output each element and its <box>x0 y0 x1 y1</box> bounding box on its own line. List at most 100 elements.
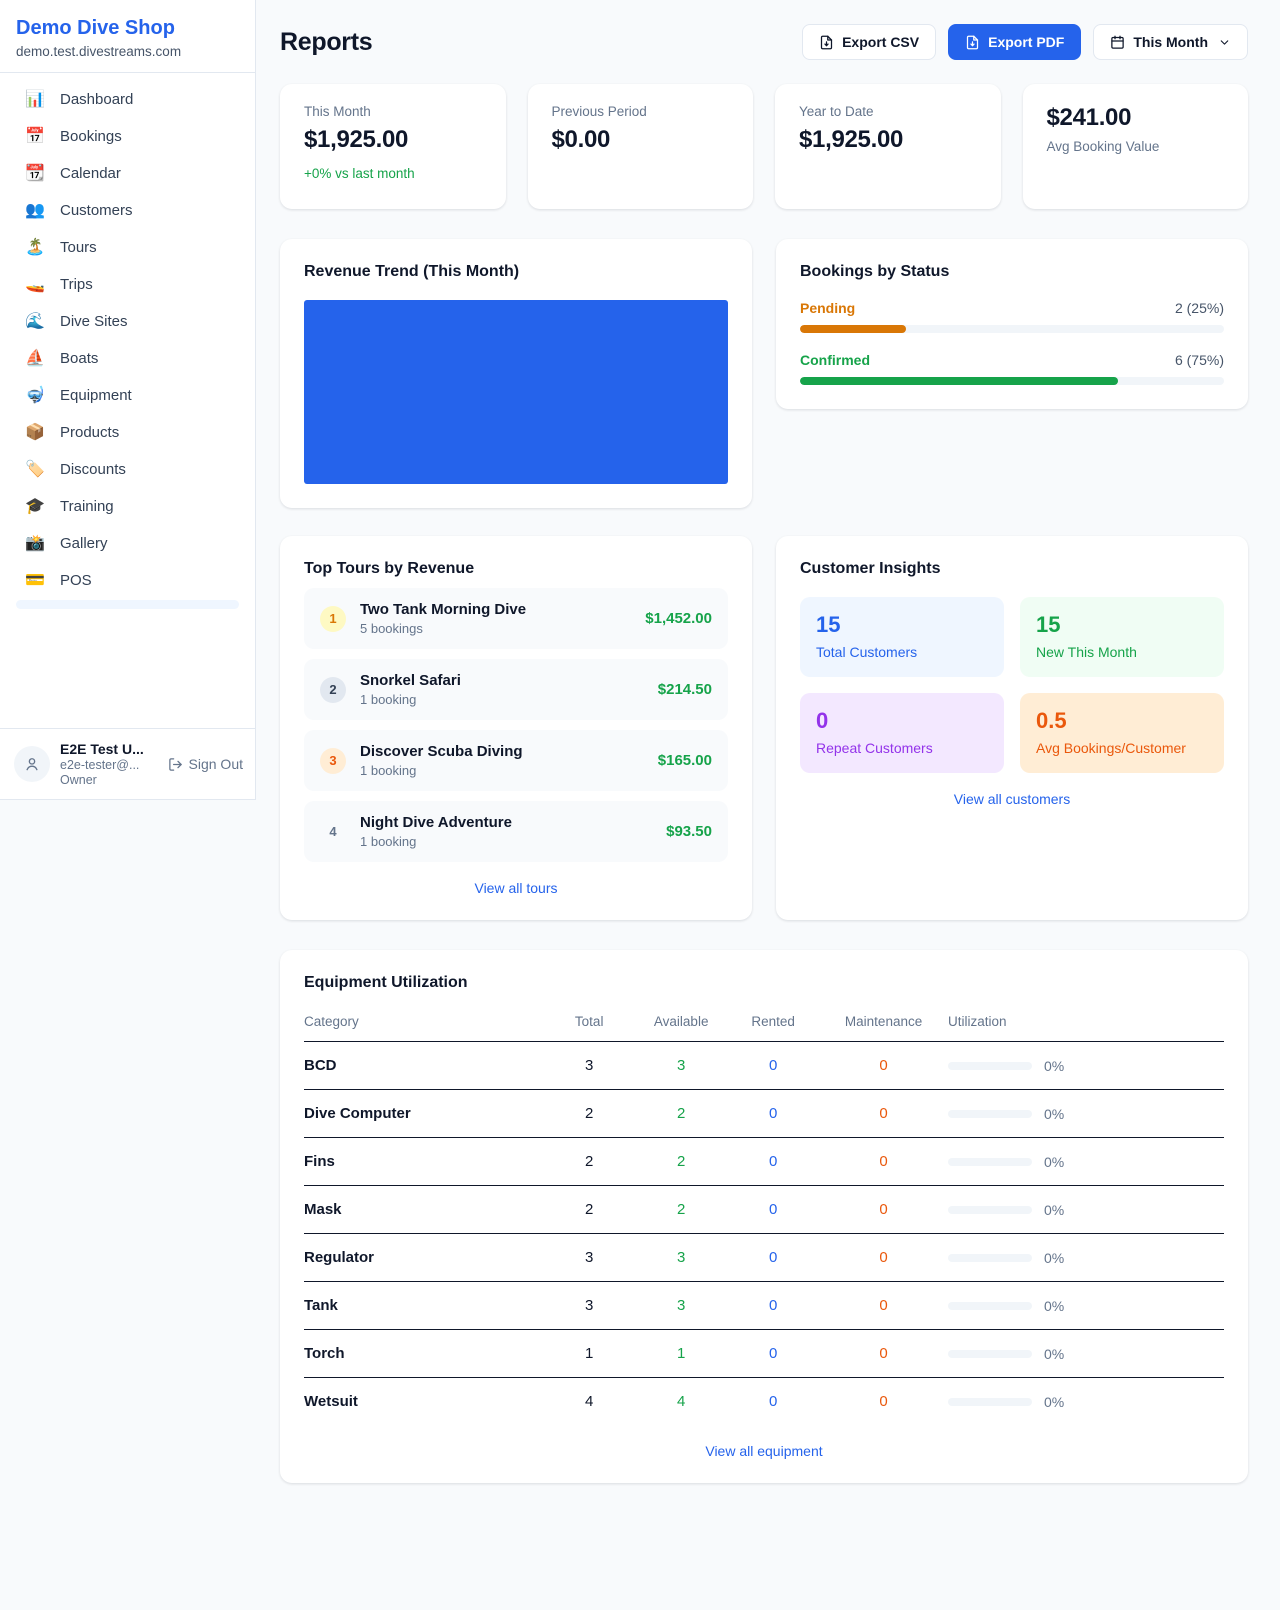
rank-badge: 4 <box>329 824 337 839</box>
sidebar-item-products[interactable]: 📦 Products <box>8 414 247 451</box>
stat-value: $0.00 <box>551 126 611 153</box>
tours-icon: 🏝️ <box>25 238 45 256</box>
stat-card-year-to-date: Year to Date $1,925.00 <box>775 84 1001 209</box>
view-all-customers-link[interactable]: View all customers <box>800 791 1224 807</box>
cell-available: 3 <box>635 1233 728 1282</box>
sidebar-item-training[interactable]: 🎓 Training <box>8 488 247 525</box>
rank-badge: 2 <box>320 676 346 703</box>
tour-list-item: 2 Snorkel Safari 1 booking $214.50 <box>304 659 728 720</box>
sidebar-item-pos[interactable]: 💳 POS <box>8 562 247 599</box>
insight-tiles: 15 Total Customers 15 New This Month 0 R… <box>800 597 1224 773</box>
cell-total: 2 <box>543 1137 636 1186</box>
gallery-icon: 📸 <box>25 534 45 552</box>
equipment-utilization-card: Equipment Utilization Category Total Ava… <box>280 950 1248 1483</box>
tile-value: 0 <box>816 708 829 733</box>
sidebar-item-label: Trips <box>60 276 93 293</box>
column-header-maintenance: Maintenance <box>819 1006 948 1042</box>
tour-name: Night Dive Adventure <box>360 814 512 831</box>
sidebar-item-label: Bookings <box>60 128 122 145</box>
utilization-bar <box>947 1301 1032 1310</box>
stat-cards: This Month $1,925.00 +0% vs last month P… <box>280 84 1248 209</box>
stat-label: Previous Period <box>551 104 647 119</box>
cell-total: 1 <box>543 1329 636 1378</box>
sidebar-user-footer: E2E Test U... e2e-tester@... Owner Sign … <box>0 728 255 799</box>
table-row: BCD 3 3 0 0 0% <box>304 1041 1224 1090</box>
cell-available: 3 <box>635 1281 728 1330</box>
tour-revenue: $93.50 <box>666 823 712 840</box>
table-row: Dive Computer 2 2 0 0 0% <box>304 1089 1224 1138</box>
sidebar-item-customers[interactable]: 👥 Customers <box>8 192 247 229</box>
export-csv-button[interactable]: Export CSV <box>802 24 937 60</box>
file-download-icon <box>966 35 979 49</box>
sidebar-item-label: Dashboard <box>60 91 134 108</box>
page-header: Reports Export CSV Export PDF This Month <box>280 24 1248 60</box>
sign-out-button[interactable]: Sign Out <box>168 756 243 772</box>
stat-delta: +0% vs last month <box>304 166 415 181</box>
sidebar-nav: 📊 Dashboard 📅 Bookings 📆 Calendar 👥 Cust… <box>0 73 255 728</box>
table-row: Regulator 3 3 0 0 0% <box>304 1233 1224 1282</box>
utilization-cell: 0% <box>947 1154 1224 1170</box>
utilization-value: 0% <box>1043 1105 1065 1122</box>
view-all-equipment-link[interactable]: View all equipment <box>304 1443 1224 1459</box>
tile-avg-bookings-customer: 0.5 Avg Bookings/Customer <box>1020 693 1224 773</box>
shop-name: Demo Dive Shop <box>16 17 175 39</box>
sidebar-item-trips[interactable]: 🚤 Trips <box>8 266 247 303</box>
utilization-cell: 0% <box>947 1201 1224 1218</box>
customer-insights-card: Customer Insights 15 Total Customers 15 … <box>776 536 1248 920</box>
stat-card-avg-booking-value: $241.00 Avg Booking Value <box>1022 84 1248 209</box>
tour-bookings: 1 booking <box>360 692 417 707</box>
cell-rented: 0 <box>727 1041 820 1090</box>
cell-category: Dive Computer <box>304 1089 544 1138</box>
customers-icon: 👥 <box>25 201 45 219</box>
chevron-down-icon <box>1220 39 1229 45</box>
person-icon <box>26 758 38 771</box>
utilization-value: 0% <box>1043 1057 1065 1074</box>
utilization-bar <box>947 1061 1032 1070</box>
utilization-value: 0% <box>1043 1201 1065 1218</box>
tile-value: 15 <box>816 612 841 637</box>
cell-maintenance: 0 <box>819 1137 948 1186</box>
cell-available: 2 <box>635 1137 728 1186</box>
period-dropdown[interactable]: This Month <box>1093 24 1248 60</box>
cell-category: Torch <box>304 1329 544 1378</box>
view-all-tours-link[interactable]: View all tours <box>304 880 728 896</box>
revenue-trend-card: Revenue Trend (This Month) <box>280 239 752 508</box>
tour-list-item: 3 Discover Scuba Diving 1 booking $165.0… <box>304 730 728 791</box>
sidebar-item-gallery[interactable]: 📸 Gallery <box>8 525 247 562</box>
stat-label: Avg Booking Value <box>1046 139 1160 154</box>
sidebar-item-equipment[interactable]: 🤿 Equipment <box>8 377 247 414</box>
trips-icon: 🚤 <box>25 275 45 293</box>
export-csv-label: Export CSV <box>842 34 920 50</box>
cell-rented: 0 <box>769 1393 778 1410</box>
table-header-row: Category Total Available Rented Maintena… <box>304 1006 1224 1042</box>
utilization-bar <box>947 1157 1032 1166</box>
table-row: Wetsuit 4 4 0 0 0% <box>304 1378 1224 1426</box>
status-progress-fill <box>800 377 1118 385</box>
equipment-table: Category Total Available Rented Maintena… <box>304 1006 1224 1425</box>
sidebar-item-tours[interactable]: 🏝️ Tours <box>8 229 247 266</box>
revenue-trend-chart <box>304 300 728 484</box>
sidebar-item-calendar[interactable]: 📆 Calendar <box>8 155 247 192</box>
equipment-utilization-title: Equipment Utilization <box>304 974 468 991</box>
cell-total: 3 <box>543 1281 636 1330</box>
sidebar-item-label: Dive Sites <box>60 313 128 330</box>
utilization-cell: 0% <box>947 1393 1224 1410</box>
calendar-icon <box>1111 35 1125 49</box>
utilization-bar <box>947 1397 1032 1406</box>
sidebar-item-discounts[interactable]: 🏷️ Discounts <box>8 451 247 488</box>
cell-total: 4 <box>585 1393 594 1410</box>
sidebar-item-label: Gallery <box>60 535 108 552</box>
sidebar-item-dashboard[interactable]: 📊 Dashboard <box>8 81 247 118</box>
sidebar-item-dive-sites[interactable]: 🌊 Dive Sites <box>8 303 247 340</box>
utilization-value: 0% <box>1043 1393 1065 1410</box>
sidebar-item-reports-active-partial[interactable] <box>16 600 239 609</box>
export-pdf-button[interactable]: Export PDF <box>948 24 1082 60</box>
sidebar-item-bookings[interactable]: 📅 Bookings <box>8 118 247 155</box>
status-progress-track <box>800 377 1224 385</box>
cell-total: 3 <box>543 1041 636 1090</box>
dive-sites-icon: 🌊 <box>25 312 45 330</box>
sidebar-item-boats[interactable]: ⛵ Boats <box>8 340 247 377</box>
discounts-icon: 🏷️ <box>25 460 45 478</box>
cell-category: BCD <box>304 1041 544 1090</box>
